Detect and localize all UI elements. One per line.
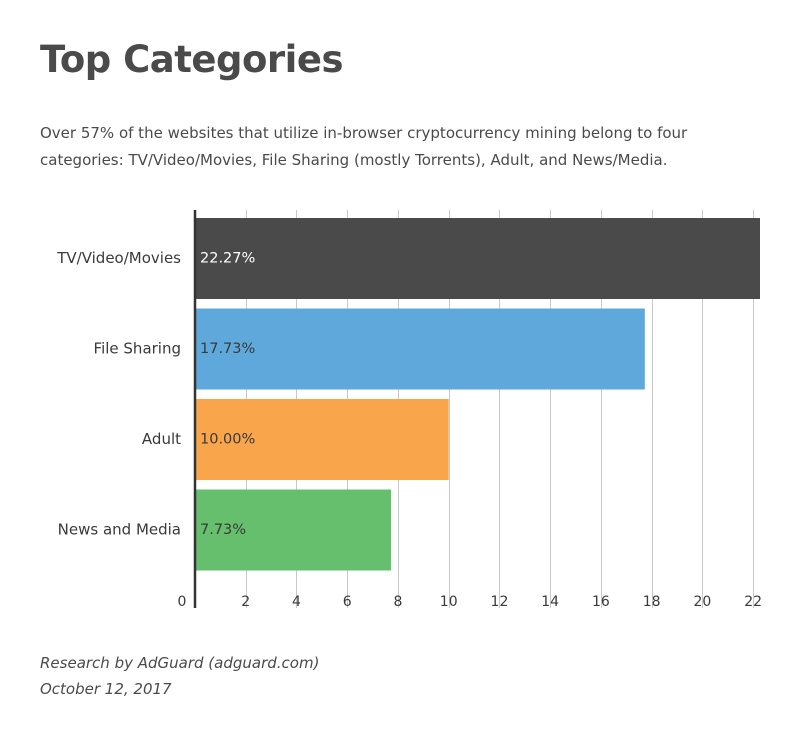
data-label-2: 10.00% [200,432,255,448]
source-credit: Research by AdGuard (adguard.com) [40,654,320,672]
bar-0 [195,218,760,299]
x-tick-label-0: 0 [178,594,187,610]
data-label-3: 7.73% [200,522,246,538]
footer: Research by AdGuard (adguard.com) Octobe… [40,650,319,702]
x-tick-label-6: 6 [343,594,352,610]
x-tick-label-14: 14 [541,594,559,610]
bar-chart-svg: TV/Video/Movies File Sharing Adult News and… [56,210,762,610]
x-tick-label-16: 16 [592,594,610,610]
x-tick-label-8: 8 [394,594,403,610]
category-label-1: File Sharing [94,340,181,358]
bar-2 [195,399,449,480]
bar-chart: TV/Video/Movies File Sharing Adult News and… [0,200,800,620]
category-label-2: Adult [142,430,181,448]
x-tick-label-12: 12 [491,594,509,610]
publish-date: October 12, 2017 [40,680,172,698]
data-label-1: 17.73% [200,341,255,357]
category-label-0: TV/Video/Movies [56,249,181,267]
x-tick-label-20: 20 [693,594,711,610]
x-tick-label-2: 2 [241,594,250,610]
data-label-0: 22.27% [200,251,255,267]
x-tick-label-18: 18 [643,594,661,610]
bar-1 [195,308,645,390]
x-tick-label-22: 22 [744,594,762,610]
bar-3 [195,489,392,571]
x-tick-label-4: 4 [292,594,301,610]
chart-title: Top Categories [40,38,343,81]
chart-subtitle: Over 57% of the websites that utilize in… [40,124,688,169]
category-label-3: News and Media [58,521,181,539]
x-tick-label-10: 10 [440,594,458,610]
